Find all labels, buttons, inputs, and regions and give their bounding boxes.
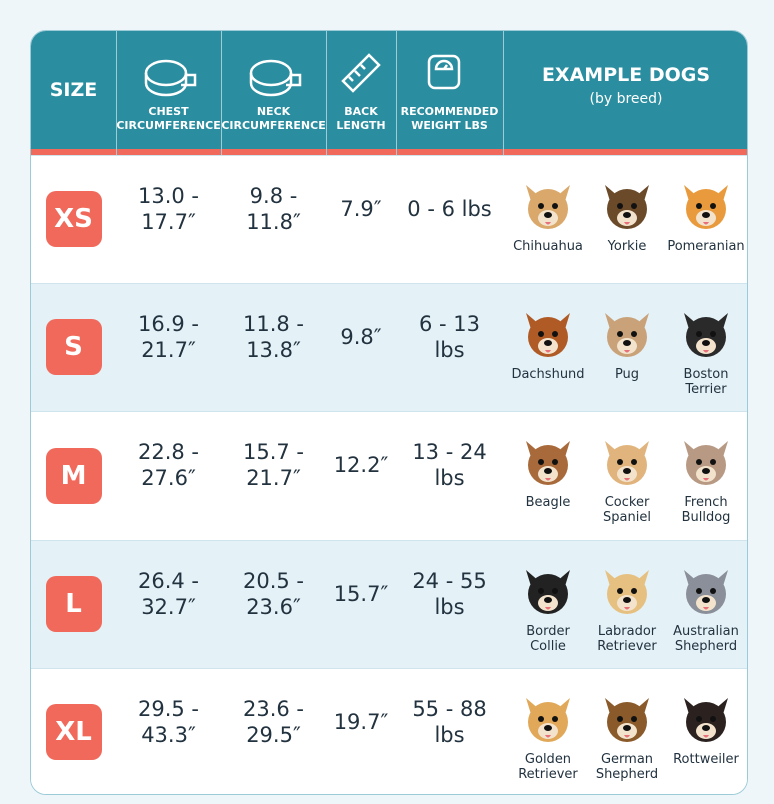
- size-badge: L: [45, 575, 102, 632]
- dog-icon: [605, 697, 649, 742]
- size-badge: S: [45, 319, 102, 376]
- dog-name: Australian Shepherd: [673, 623, 739, 654]
- dog-name: Labrador Retriever: [597, 623, 657, 654]
- neck-cell: 15.7 - 21.7″: [242, 440, 304, 491]
- weight-cell: 55 - 88 lbs: [412, 696, 487, 747]
- header-stripe: [31, 149, 747, 155]
- dog-name: Chihuahua: [513, 239, 583, 254]
- dog-name: Pomeranian: [667, 239, 745, 254]
- dog-name: Golden Retriever: [518, 751, 578, 782]
- weight-cell: 24 - 55 lbs: [412, 568, 487, 619]
- neck-cell: 23.6 - 29.5″: [242, 696, 304, 747]
- dog-name: Beagle: [525, 495, 571, 511]
- dog-name: Rottweiler: [673, 751, 739, 767]
- column-subtitle: (by breed): [589, 91, 663, 107]
- neck-cell: 11.8 - 13.8″: [242, 312, 304, 363]
- size-badge: M: [45, 447, 102, 504]
- dog-name: Yorkie: [607, 239, 647, 254]
- dog-icon: [605, 185, 649, 229]
- dog-icon: [526, 697, 570, 742]
- dog-icon: [684, 697, 728, 742]
- dog-icon: [526, 569, 570, 614]
- dog-icon: [684, 441, 728, 486]
- dog-name: French Bulldog: [681, 495, 731, 526]
- column-header: BACK LENGTH: [336, 105, 386, 132]
- back-cell: 9.8″: [340, 325, 382, 350]
- column-header: CHEST CIRCUMFERENCE: [116, 105, 221, 132]
- dog-icon: [605, 569, 649, 614]
- dog-name: Cocker Spaniel: [603, 495, 651, 526]
- chest-cell: 13.0 - 17.7″: [137, 184, 199, 235]
- weight-cell: 13 - 24 lbs: [412, 440, 487, 491]
- dog-name: German Shepherd: [595, 751, 659, 782]
- dog-icon: [605, 313, 649, 358]
- dog-icon: [526, 313, 570, 358]
- back-cell: 7.9″: [340, 197, 382, 222]
- dog-icon: [526, 441, 570, 486]
- size-badge: XL: [45, 703, 102, 760]
- column-header: RECOMMENDED WEIGHT LBS: [400, 105, 499, 132]
- header-icons: [144, 53, 461, 97]
- chest-cell: 16.9 - 21.7″: [137, 312, 199, 363]
- dog-name: Pug: [614, 367, 640, 383]
- dog-icon: [684, 569, 728, 614]
- dog-icon: [684, 313, 728, 358]
- size-badge: XS: [45, 191, 102, 248]
- back-cell: 19.7″: [333, 709, 389, 734]
- chest-cell: 29.5 - 43.3″: [137, 696, 199, 747]
- column-header: SIZE: [49, 79, 98, 101]
- weight-cell: 6 - 13 lbs: [418, 312, 480, 363]
- dog-name: Border Collie: [526, 623, 570, 654]
- neck-cell: 9.8 - 11.8″: [246, 184, 301, 235]
- dog-icon: [605, 441, 649, 486]
- chest-cell: 22.8 - 27.6″: [137, 440, 199, 491]
- dog-icon: [526, 185, 570, 229]
- column-header: EXAMPLE DOGS: [541, 64, 711, 86]
- weight-cell: 0 - 6 lbs: [407, 197, 492, 222]
- size-chart: SIZE CHEST CIRCUMFERENCE NECK CIRCUMFERENC…: [30, 30, 748, 795]
- dog-icon: [684, 185, 728, 229]
- dog-name: Dachshund: [511, 367, 585, 383]
- back-cell: 12.2″: [333, 453, 389, 478]
- dog-name: Boston Terrier: [683, 367, 729, 398]
- chest-cell: 26.4 - 32.7″: [137, 568, 199, 619]
- back-cell: 15.7″: [333, 581, 389, 606]
- neck-cell: 20.5 - 23.6″: [242, 568, 304, 619]
- column-header: NECK CIRCUMFERENCE: [221, 105, 326, 132]
